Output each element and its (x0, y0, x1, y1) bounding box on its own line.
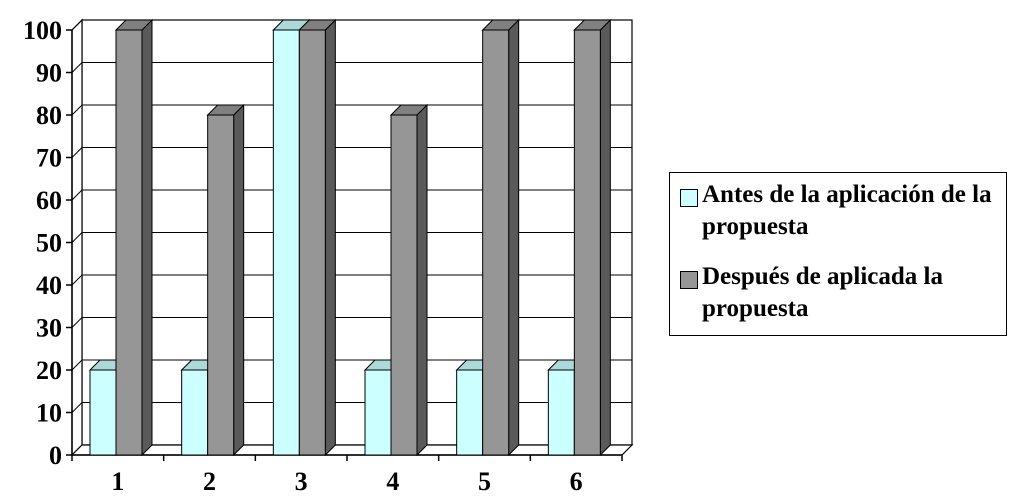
legend-item-despues: Después de aplicada la propuesta (680, 261, 1002, 325)
y-tick-label: 80 (36, 101, 62, 130)
legend-label-despues: Después de aplicada la propuesta (702, 263, 944, 322)
y-tick-label: 70 (36, 144, 62, 173)
y-axis-tick-labels: 0 10 20 30 40 50 60 70 80 90 100 (23, 16, 62, 470)
bar-despues-3 (298, 18, 337, 457)
bar-front (181, 369, 209, 456)
y-tick-label: 10 (36, 399, 62, 428)
x-tick-label: 5 (478, 467, 491, 496)
bar-front (456, 369, 484, 456)
legend-swatch-despues (680, 271, 698, 289)
bar-despues-2 (206, 103, 245, 457)
x-tick-label: 1 (111, 467, 124, 496)
gridline-side (71, 62, 83, 73)
y-tick-label: 40 (36, 271, 62, 300)
x-tick-label: 6 (570, 467, 583, 496)
y-tick-label: 30 (36, 314, 62, 343)
bar-front (272, 29, 300, 456)
bar-despues-1 (114, 18, 154, 457)
x-tick-label: 3 (295, 467, 308, 496)
gridline-side (71, 274, 83, 286)
bar-front (364, 369, 392, 456)
legend: Antes de la aplicación de la propuesta D… (669, 172, 1007, 336)
y-tick-label: 60 (36, 186, 62, 215)
bar-front (207, 114, 235, 456)
gridline-side (71, 359, 83, 371)
bar-front (573, 29, 601, 456)
bar-despues-4 (389, 103, 429, 457)
bar-front (115, 29, 143, 456)
bar-front (298, 29, 326, 456)
gridline-side (71, 189, 83, 201)
bar-side (233, 103, 245, 457)
x-tick-label: 4 (386, 467, 399, 496)
legend-item-antes: Antes de la aplicación de la propuesta (680, 179, 1002, 243)
y-tick-label: 0 (49, 441, 62, 470)
gridline-side (71, 19, 83, 31)
gridline-side (71, 104, 83, 116)
bar-side (324, 18, 336, 457)
legend-swatch-antes (680, 189, 698, 207)
bar-side (416, 103, 428, 457)
y-tick-label: 100 (23, 16, 62, 45)
x-axis-tick-labels: 1 2 3 4 5 6 (111, 467, 582, 496)
bar-despues-6 (573, 18, 612, 457)
y-tick-label: 20 (36, 356, 62, 385)
y-tick-label: 50 (36, 229, 62, 258)
y-tick-label: 90 (36, 59, 62, 88)
axes (66, 29, 623, 461)
gridline-side (71, 317, 83, 328)
x-tick-label: 2 (203, 467, 216, 496)
bars (88, 18, 612, 457)
gridline-side (71, 232, 83, 243)
bar-front (89, 369, 117, 456)
bar-front (482, 29, 510, 456)
bar-side (599, 18, 611, 457)
bar-side (141, 18, 153, 457)
bar-side (508, 18, 520, 457)
bar-despues-5 (481, 18, 520, 457)
legend-label-antes: Antes de la aplicación de la propuesta (702, 181, 992, 240)
gridline-side (71, 402, 83, 413)
gridlines (71, 19, 632, 456)
bar-front (547, 369, 575, 456)
bar-front (390, 114, 418, 456)
gridline-side (71, 147, 83, 158)
